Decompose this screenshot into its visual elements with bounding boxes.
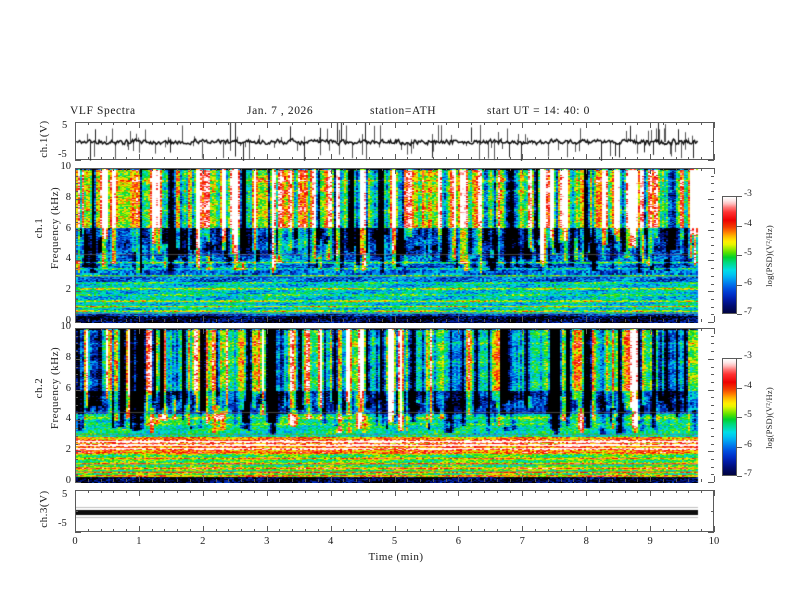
colorbar-tick-cb1-neg3: -3 (744, 189, 752, 199)
colorbar-ch2-label: log(PSD)(V²/Hz) (764, 387, 774, 449)
ytick-ch2_spec-8: 8 (65, 352, 71, 363)
axis-label-ch1-voltage: ch.1(V) (38, 120, 50, 158)
xtick-4: 4 (327, 536, 334, 547)
xtick-1: 1 (136, 536, 142, 547)
colorbar-tick-cb2-neg5: -5 (744, 410, 752, 420)
ytick-ch1-wave-neg: -5 (58, 149, 67, 160)
colorbar-tick-cb2-neg7: -7 (744, 469, 752, 479)
ytick-ch2_spec-10: 10 (60, 321, 72, 332)
colorbar-ch1-label: log(PSD)(V²/Hz) (764, 225, 774, 287)
colorbar-ch2 (722, 358, 737, 476)
colorbar-ch1 (722, 196, 737, 314)
xtick-7: 7 (519, 536, 525, 547)
station-label: station=ATH (370, 105, 437, 117)
colorbar-tick-cb2-neg3: -3 (744, 351, 752, 361)
axis-label-ch3-voltage: ch.3(V) (38, 490, 50, 528)
ytick-ch1_spec-8: 8 (65, 192, 71, 203)
axis-label-ch2-channel: ch.2 (33, 377, 45, 399)
panel-ch2-spectrogram (75, 328, 715, 483)
ytick-ch1_spec-6: 6 (65, 223, 71, 234)
ytick-ch3-wave-neg: -5 (58, 518, 67, 529)
observation-date: Jan. 7 , 2026 (247, 105, 314, 117)
ytick-ch2_spec-2: 2 (65, 444, 71, 455)
xtick-0: 0 (72, 536, 78, 547)
xtick-3: 3 (264, 536, 270, 547)
ytick-ch3-wave-pos: 5 (62, 489, 68, 500)
panel-ch1-spectrogram (75, 168, 715, 323)
ytick-ch1_spec-4: 4 (65, 253, 71, 264)
xtick-10: 10 (708, 536, 720, 547)
ytick-ch2_spec-0: 0 (65, 475, 71, 486)
ytick-ch1_spec-2: 2 (65, 284, 71, 295)
axis-label-ch1-channel: ch.1 (33, 217, 45, 239)
ytick-ch1-wave-pos: 5 (62, 120, 68, 131)
ytick-ch1_spec-10: 10 (60, 161, 72, 172)
xaxis-title: Time (min) (368, 551, 424, 563)
page-title: VLF Spectra (70, 105, 136, 117)
colorbar-tick-cb2-neg4: -4 (744, 381, 752, 391)
xtick-9: 9 (647, 536, 653, 547)
xtick-6: 6 (455, 536, 462, 547)
colorbar-tick-cb1-neg4: -4 (744, 219, 752, 229)
ytick-ch1_spec-0: 0 (65, 315, 71, 326)
ytick-ch2_spec-6: 6 (65, 383, 71, 394)
start-time-label: start UT = 14: 40: 0 (487, 105, 590, 117)
colorbar-tick-cb2-neg6: -6 (744, 440, 752, 450)
ytick-ch2_spec-4: 4 (65, 413, 71, 424)
xtick-5: 5 (391, 536, 398, 547)
colorbar-tick-cb1-neg5: -5 (744, 248, 752, 258)
colorbar-tick-cb1-neg7: -7 (744, 307, 752, 317)
xtick-2: 2 (200, 536, 206, 547)
plot-title-row: VLF Spectra Jan. 7 , 2026 station=ATH st… (0, 105, 792, 121)
colorbar-tick-cb1-neg6: -6 (744, 278, 752, 288)
xtick-8: 8 (583, 536, 589, 547)
